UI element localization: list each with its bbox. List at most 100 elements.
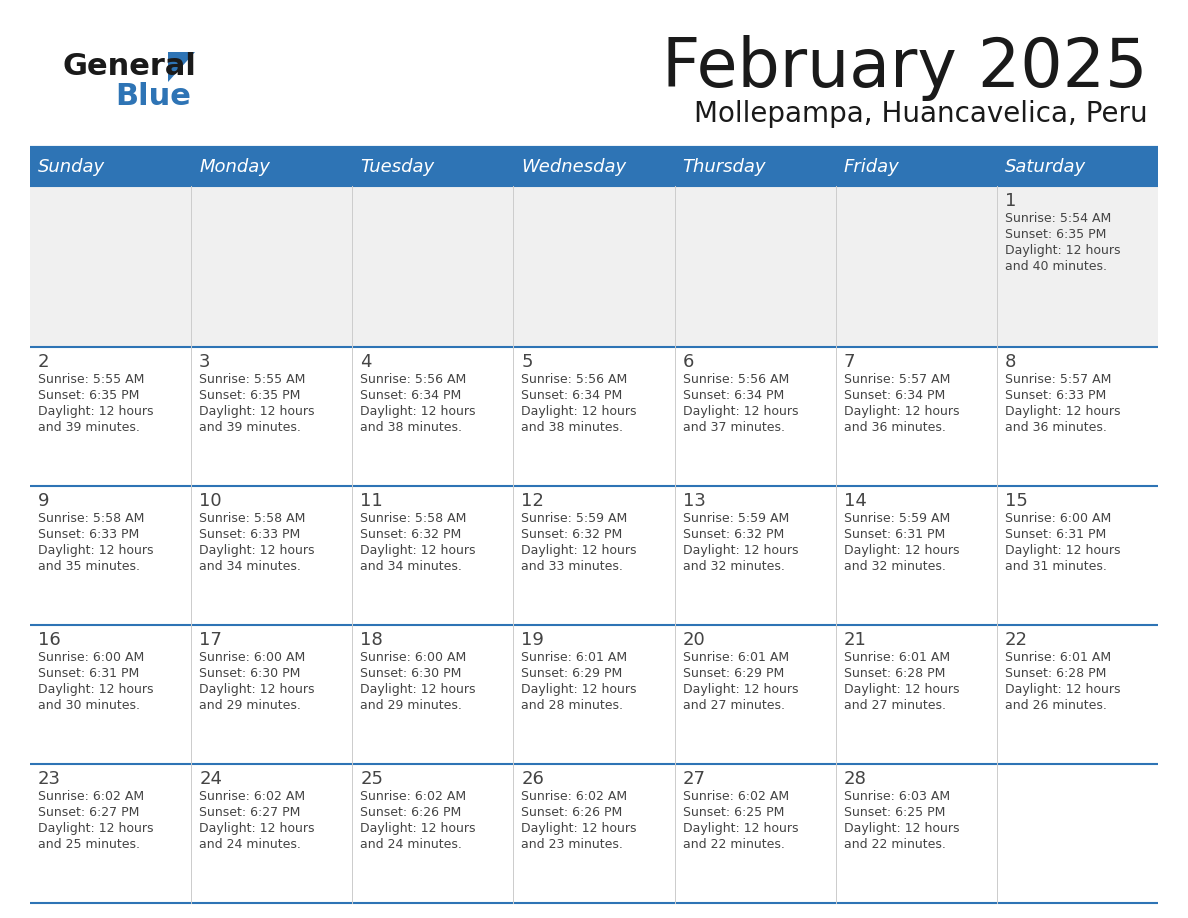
Text: Sunrise: 5:59 AM: Sunrise: 5:59 AM: [522, 512, 627, 525]
Text: Thursday: Thursday: [683, 158, 766, 176]
Text: Daylight: 12 hours: Daylight: 12 hours: [843, 544, 959, 557]
Text: Sunset: 6:33 PM: Sunset: 6:33 PM: [38, 528, 139, 542]
Text: Sunset: 6:27 PM: Sunset: 6:27 PM: [200, 806, 301, 819]
Text: Daylight: 12 hours: Daylight: 12 hours: [360, 544, 475, 557]
Text: Daylight: 12 hours: Daylight: 12 hours: [200, 683, 315, 696]
Text: Sunset: 6:30 PM: Sunset: 6:30 PM: [360, 667, 462, 680]
Text: Sunset: 6:25 PM: Sunset: 6:25 PM: [683, 806, 784, 819]
Text: Saturday: Saturday: [1005, 158, 1086, 176]
Text: 25: 25: [360, 770, 384, 788]
Text: 22: 22: [1005, 632, 1028, 649]
Text: Sunrise: 6:02 AM: Sunrise: 6:02 AM: [522, 790, 627, 803]
Text: Sunrise: 6:01 AM: Sunrise: 6:01 AM: [522, 651, 627, 664]
Text: 10: 10: [200, 492, 222, 510]
Text: and 22 minutes.: and 22 minutes.: [683, 838, 784, 851]
Text: Sunrise: 5:59 AM: Sunrise: 5:59 AM: [683, 512, 789, 525]
Text: and 38 minutes.: and 38 minutes.: [522, 421, 624, 434]
Text: Sunday: Sunday: [38, 158, 105, 176]
Text: 6: 6: [683, 353, 694, 371]
Text: Daylight: 12 hours: Daylight: 12 hours: [522, 683, 637, 696]
Text: and 27 minutes.: and 27 minutes.: [843, 700, 946, 712]
Text: Sunrise: 5:55 AM: Sunrise: 5:55 AM: [200, 374, 305, 386]
Text: Sunrise: 5:56 AM: Sunrise: 5:56 AM: [522, 374, 627, 386]
Text: Sunset: 6:31 PM: Sunset: 6:31 PM: [38, 667, 139, 680]
Text: Daylight: 12 hours: Daylight: 12 hours: [1005, 406, 1120, 419]
Text: 12: 12: [522, 492, 544, 510]
Text: Sunrise: 6:02 AM: Sunrise: 6:02 AM: [683, 790, 789, 803]
Text: Blue: Blue: [115, 82, 191, 111]
Text: Sunrise: 6:00 AM: Sunrise: 6:00 AM: [38, 651, 144, 664]
Text: 18: 18: [360, 632, 383, 649]
Text: Sunset: 6:32 PM: Sunset: 6:32 PM: [360, 528, 461, 542]
Text: Sunrise: 6:02 AM: Sunrise: 6:02 AM: [200, 790, 305, 803]
Text: 15: 15: [1005, 492, 1028, 510]
Text: Sunset: 6:31 PM: Sunset: 6:31 PM: [1005, 528, 1106, 542]
Text: 26: 26: [522, 770, 544, 788]
Text: Sunset: 6:30 PM: Sunset: 6:30 PM: [200, 667, 301, 680]
Text: 19: 19: [522, 632, 544, 649]
Text: and 34 minutes.: and 34 minutes.: [200, 560, 301, 573]
Text: Sunset: 6:28 PM: Sunset: 6:28 PM: [843, 667, 946, 680]
Text: Tuesday: Tuesday: [360, 158, 435, 176]
Text: Daylight: 12 hours: Daylight: 12 hours: [360, 683, 475, 696]
Bar: [30, 148, 1158, 186]
Text: Sunset: 6:29 PM: Sunset: 6:29 PM: [522, 667, 623, 680]
Text: and 28 minutes.: and 28 minutes.: [522, 700, 624, 712]
Text: Sunrise: 5:54 AM: Sunrise: 5:54 AM: [1005, 212, 1111, 225]
Text: Daylight: 12 hours: Daylight: 12 hours: [38, 683, 153, 696]
Text: and 36 minutes.: and 36 minutes.: [843, 421, 946, 434]
Text: Sunrise: 5:56 AM: Sunrise: 5:56 AM: [683, 374, 789, 386]
Text: Sunset: 6:32 PM: Sunset: 6:32 PM: [683, 528, 784, 542]
Text: General: General: [62, 52, 196, 81]
Text: Daylight: 12 hours: Daylight: 12 hours: [683, 544, 798, 557]
Text: and 36 minutes.: and 36 minutes.: [1005, 421, 1107, 434]
Text: and 38 minutes.: and 38 minutes.: [360, 421, 462, 434]
Text: Sunrise: 5:57 AM: Sunrise: 5:57 AM: [843, 374, 950, 386]
Text: Sunrise: 6:01 AM: Sunrise: 6:01 AM: [683, 651, 789, 664]
Text: Daylight: 12 hours: Daylight: 12 hours: [38, 406, 153, 419]
Bar: [30, 764, 1158, 903]
Bar: [30, 186, 1158, 347]
Text: Sunset: 6:28 PM: Sunset: 6:28 PM: [1005, 667, 1106, 680]
Text: Sunrise: 6:00 AM: Sunrise: 6:00 AM: [1005, 512, 1111, 525]
Text: 16: 16: [38, 632, 61, 649]
Text: Sunset: 6:33 PM: Sunset: 6:33 PM: [200, 528, 301, 542]
Text: and 29 minutes.: and 29 minutes.: [200, 700, 301, 712]
Text: Daylight: 12 hours: Daylight: 12 hours: [1005, 244, 1120, 257]
Text: Sunset: 6:34 PM: Sunset: 6:34 PM: [522, 389, 623, 402]
Text: 1: 1: [1005, 192, 1016, 210]
Text: Daylight: 12 hours: Daylight: 12 hours: [200, 823, 315, 835]
Text: Daylight: 12 hours: Daylight: 12 hours: [38, 823, 153, 835]
Text: Sunset: 6:27 PM: Sunset: 6:27 PM: [38, 806, 139, 819]
Text: 28: 28: [843, 770, 866, 788]
Text: Daylight: 12 hours: Daylight: 12 hours: [683, 406, 798, 419]
Text: Sunrise: 6:02 AM: Sunrise: 6:02 AM: [360, 790, 467, 803]
Text: 11: 11: [360, 492, 383, 510]
Text: Sunset: 6:34 PM: Sunset: 6:34 PM: [360, 389, 461, 402]
Text: 2: 2: [38, 353, 50, 371]
Text: Sunrise: 6:03 AM: Sunrise: 6:03 AM: [843, 790, 950, 803]
Text: Sunrise: 6:00 AM: Sunrise: 6:00 AM: [360, 651, 467, 664]
Text: Sunset: 6:33 PM: Sunset: 6:33 PM: [1005, 389, 1106, 402]
Text: and 35 minutes.: and 35 minutes.: [38, 560, 140, 573]
Text: Monday: Monday: [200, 158, 270, 176]
Text: Sunset: 6:32 PM: Sunset: 6:32 PM: [522, 528, 623, 542]
Text: Sunrise: 5:58 AM: Sunrise: 5:58 AM: [38, 512, 145, 525]
Text: Sunrise: 5:55 AM: Sunrise: 5:55 AM: [38, 374, 145, 386]
Text: and 33 minutes.: and 33 minutes.: [522, 560, 624, 573]
Text: Wednesday: Wednesday: [522, 158, 626, 176]
Text: Sunrise: 6:00 AM: Sunrise: 6:00 AM: [200, 651, 305, 664]
Text: and 25 minutes.: and 25 minutes.: [38, 838, 140, 851]
Text: Sunrise: 6:01 AM: Sunrise: 6:01 AM: [843, 651, 950, 664]
Text: and 39 minutes.: and 39 minutes.: [200, 421, 301, 434]
Text: Sunset: 6:31 PM: Sunset: 6:31 PM: [843, 528, 944, 542]
Text: Daylight: 12 hours: Daylight: 12 hours: [200, 406, 315, 419]
Text: and 39 minutes.: and 39 minutes.: [38, 421, 140, 434]
Text: Sunset: 6:35 PM: Sunset: 6:35 PM: [38, 389, 139, 402]
Text: and 32 minutes.: and 32 minutes.: [683, 560, 784, 573]
Text: Sunrise: 5:56 AM: Sunrise: 5:56 AM: [360, 374, 467, 386]
Text: Daylight: 12 hours: Daylight: 12 hours: [522, 823, 637, 835]
Text: 20: 20: [683, 632, 706, 649]
Text: Sunrise: 5:58 AM: Sunrise: 5:58 AM: [360, 512, 467, 525]
Text: Sunset: 6:26 PM: Sunset: 6:26 PM: [522, 806, 623, 819]
